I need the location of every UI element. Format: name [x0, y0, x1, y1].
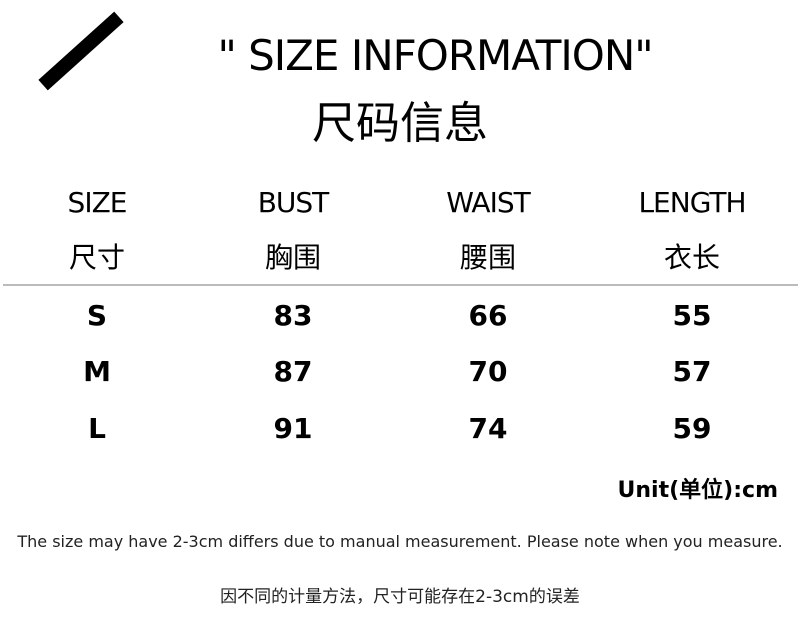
column-header-waist: WAIST: [446, 186, 530, 219]
table-cell: 87: [273, 355, 313, 388]
table-cell: M: [83, 355, 111, 388]
table-cell: 83: [273, 299, 313, 332]
table-cell: 59: [672, 412, 712, 445]
column-header-length-zh: 衣长: [663, 241, 720, 274]
page-subtitle: 尺码信息: [312, 98, 488, 149]
column-header-size: SIZE: [67, 186, 128, 219]
table-cell: S: [86, 299, 108, 332]
column-header-size-zh: 尺寸: [68, 241, 125, 274]
table-cell: 57: [672, 355, 712, 388]
column-header-bust: BUST: [257, 186, 330, 219]
table-cell: 66: [468, 299, 508, 332]
table-cell: 74: [468, 412, 508, 445]
table-cell: 70: [468, 355, 508, 388]
measurement-note-zh: 因不同的计量方法，尺寸可能存在2-3cm的误差: [220, 587, 580, 607]
column-header-length: LENGTH: [638, 186, 746, 219]
page-title: " SIZE INFORMATION": [217, 31, 653, 80]
header-divider: [3, 284, 798, 286]
measurement-note-en: The size may have 2-3cm differs due to m…: [17, 532, 783, 551]
table-cell: L: [88, 412, 106, 445]
table-cell: 55: [672, 299, 712, 332]
table-cell: 91: [273, 412, 313, 445]
unit-label: Unit(单位):cm: [617, 478, 778, 503]
column-header-waist-zh: 腰围: [459, 241, 516, 274]
column-header-bust-zh: 胸围: [264, 241, 321, 274]
